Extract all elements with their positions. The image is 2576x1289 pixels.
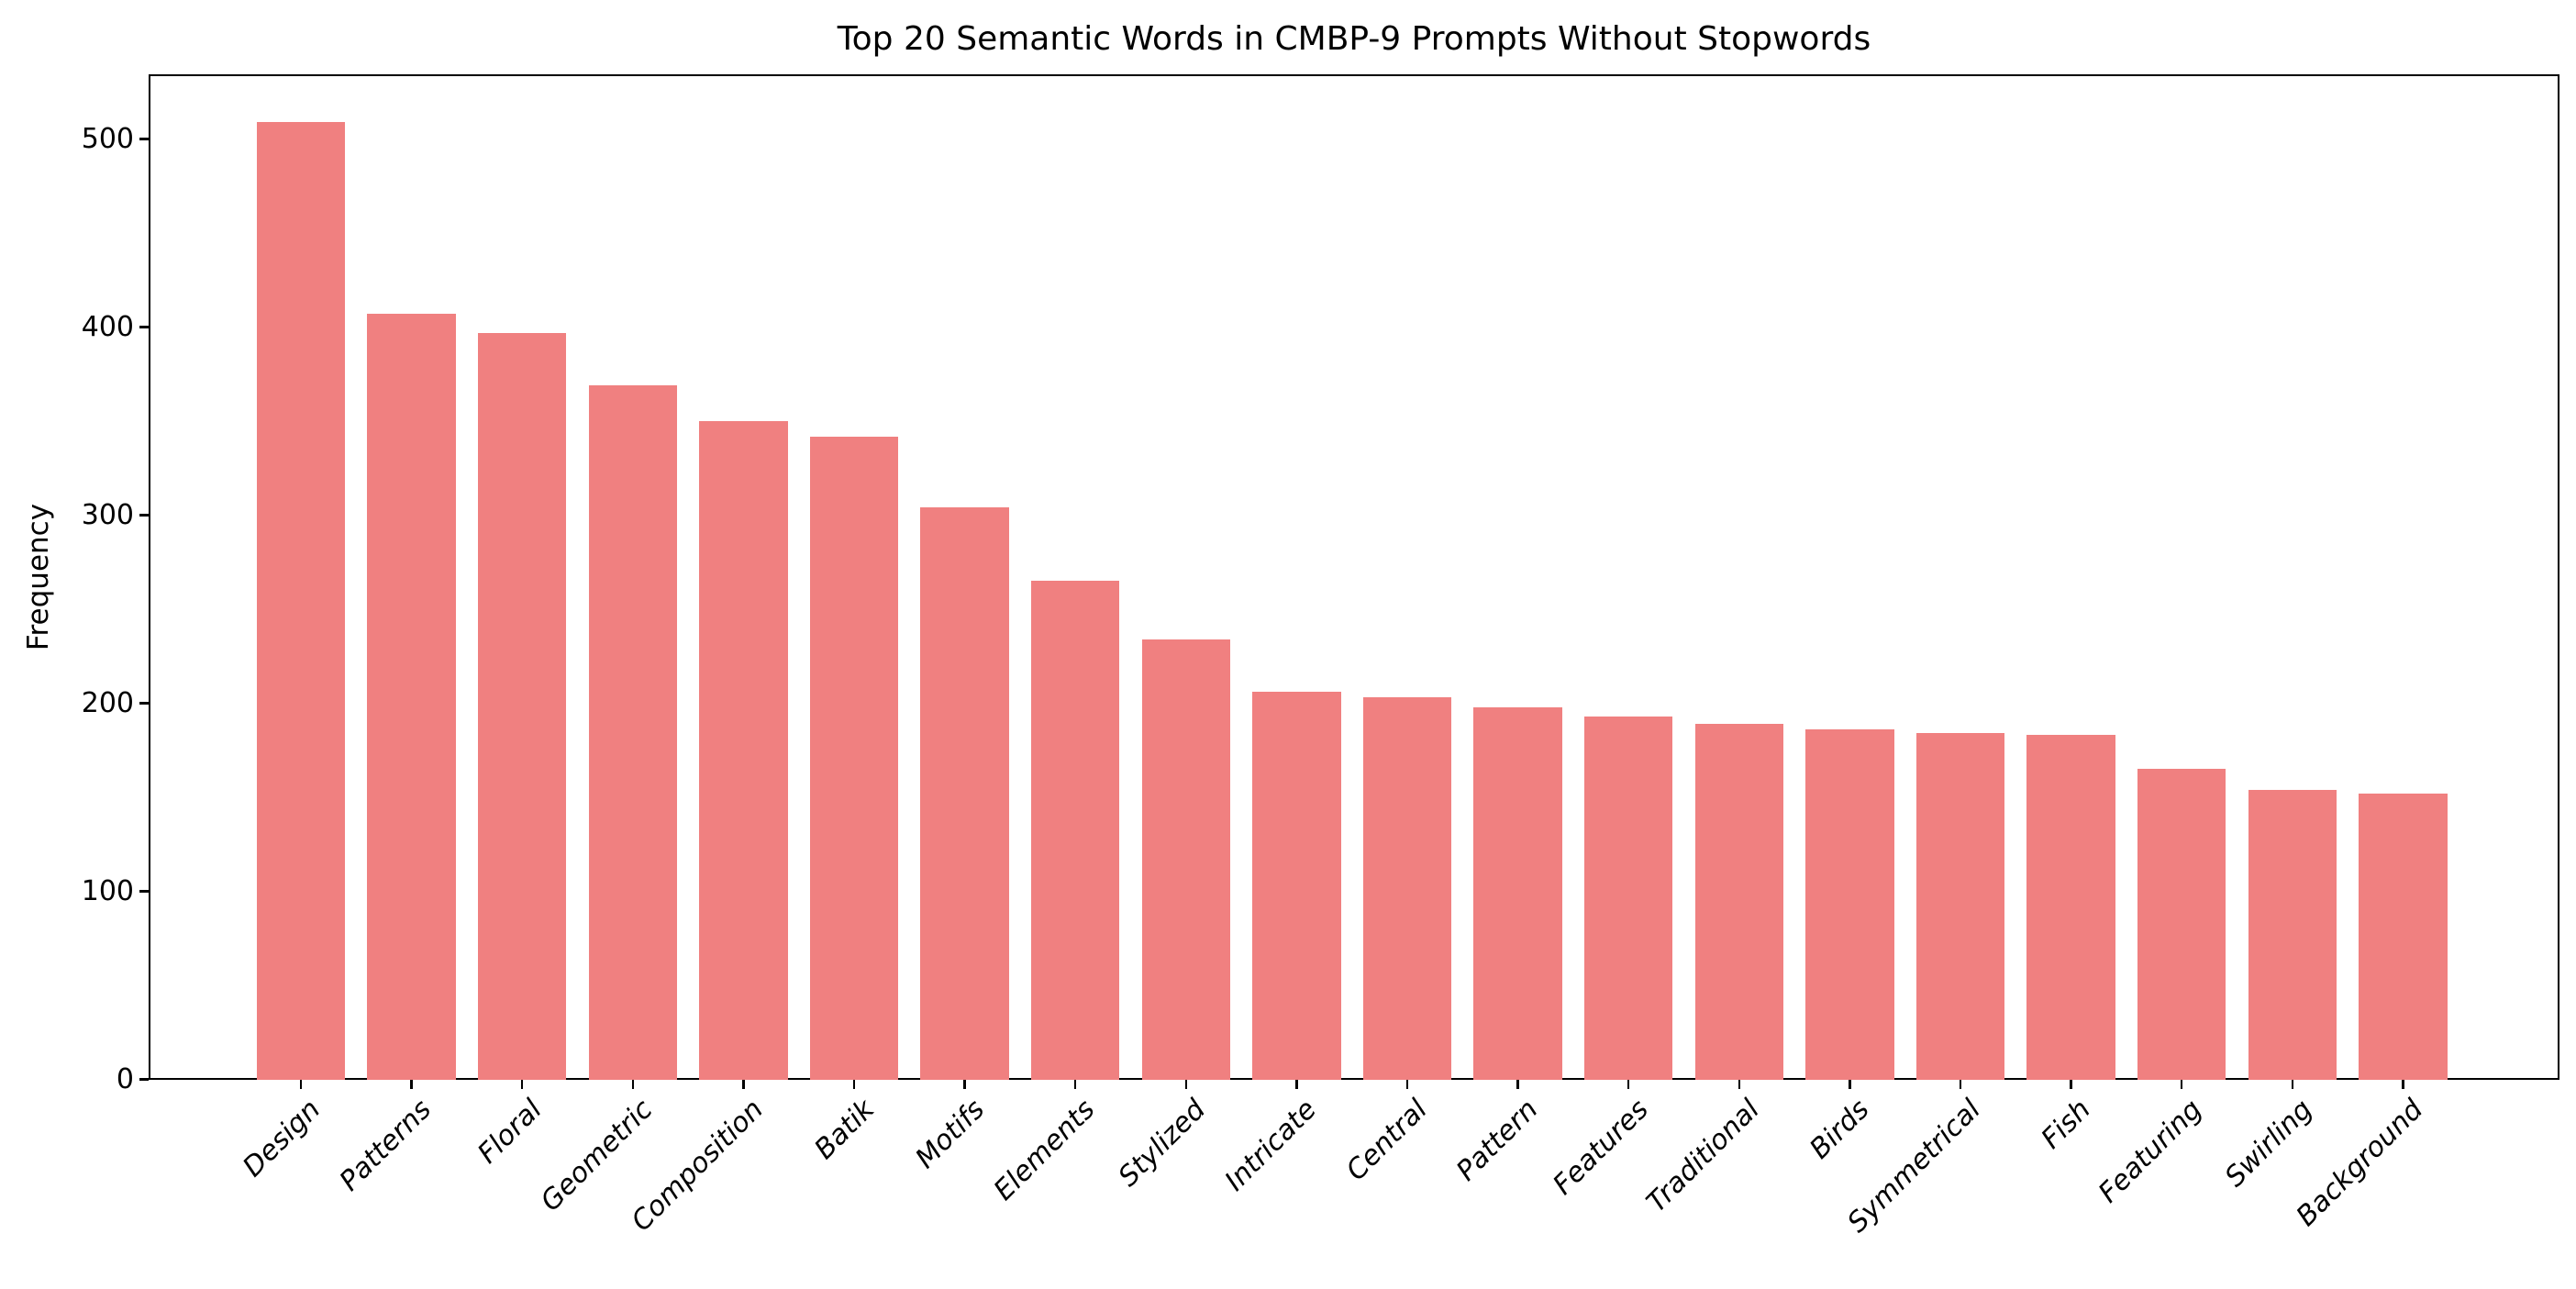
x-axis-tick [2291, 1079, 2294, 1089]
bar-birds [1805, 729, 1894, 1080]
y-axis-tick [139, 890, 149, 893]
x-tick-label-batik: Batik [807, 1093, 881, 1166]
bar-swirling [2248, 789, 2337, 1080]
x-axis-tick [1959, 1079, 1962, 1089]
x-axis-tick [1849, 1079, 1851, 1089]
x-axis-tick [1738, 1079, 1741, 1089]
x-axis-tick [963, 1079, 966, 1089]
x-axis-tick [1184, 1079, 1188, 1089]
bar-batik [809, 436, 899, 1080]
x-tick-label-stylized: Stylized [1112, 1093, 1213, 1194]
x-axis-tick [410, 1079, 413, 1089]
bar-intricate [1252, 692, 1341, 1080]
x-axis-tick [1627, 1079, 1630, 1089]
x-axis-tick [2180, 1079, 2183, 1089]
y-tick-label: 200 [81, 686, 134, 719]
x-axis-tick [1295, 1079, 1298, 1089]
x-tick-label-design: Design [237, 1093, 328, 1183]
x-tick-label-intricate: Intricate [1218, 1093, 1324, 1198]
x-tick-label-geometric: Geometric [534, 1093, 660, 1218]
x-tick-label-swirling: Swirling [2218, 1093, 2319, 1194]
x-axis-tick [520, 1079, 524, 1089]
y-axis-tick [139, 326, 149, 328]
bar-traditional [1694, 724, 1784, 1080]
x-tick-label-patterns: Patterns [333, 1093, 439, 1198]
x-tick-label-elements: Elements [988, 1093, 1102, 1207]
x-axis-tick [631, 1079, 635, 1089]
x-axis-tick [2402, 1079, 2404, 1089]
bar-elements [1030, 581, 1120, 1080]
bar-stylized [1141, 639, 1231, 1080]
x-tick-label-featuring: Featuring [2092, 1093, 2208, 1210]
x-tick-label-birds: Birds [1804, 1093, 1877, 1166]
bar-patterns [367, 314, 456, 1080]
x-tick-label-floral: Floral [472, 1093, 549, 1171]
x-tick-label-motifs: Motifs [909, 1093, 992, 1175]
x-axis-tick [1073, 1079, 1077, 1089]
x-axis-tick [1405, 1079, 1409, 1089]
x-axis-tick [299, 1079, 303, 1089]
y-axis-tick [139, 702, 149, 705]
y-tick-label: 500 [81, 122, 134, 155]
bar-design [256, 122, 346, 1080]
x-tick-label-central: Central [1339, 1093, 1434, 1187]
x-tick-label-features: Features [1547, 1093, 1655, 1202]
bar-composition [699, 421, 788, 1080]
x-tick-label-pattern: Pattern [1449, 1093, 1545, 1188]
y-axis-tick [139, 1078, 149, 1081]
x-axis-tick [2070, 1079, 2072, 1089]
y-axis-tick [139, 138, 149, 140]
bar-floral [477, 332, 567, 1080]
y-tick-label: 0 [116, 1062, 134, 1095]
bar-features [1583, 716, 1673, 1080]
x-tick-label-fish: Fish [2035, 1093, 2098, 1156]
bar-geometric [588, 385, 678, 1080]
x-axis-tick [1516, 1079, 1519, 1089]
bar-pattern [1473, 706, 1562, 1080]
x-tick-label-traditional: Traditional [1639, 1093, 1766, 1219]
bar-motifs [920, 507, 1009, 1080]
bar-featuring [2137, 769, 2226, 1080]
y-tick-label: 300 [81, 498, 134, 531]
x-axis-tick [852, 1079, 856, 1089]
y-tick-label: 100 [81, 874, 134, 907]
y-tick-label: 400 [81, 310, 134, 343]
y-axis-tick [139, 514, 149, 517]
bar-background [2359, 794, 2448, 1080]
bar-symmetrical [1915, 733, 2005, 1080]
x-axis-tick [742, 1079, 745, 1089]
bar-fish [2026, 735, 2115, 1080]
chart-title: Top 20 Semantic Words in CMBP-9 Prompts … [837, 20, 1871, 58]
bar-central [1362, 697, 1452, 1080]
